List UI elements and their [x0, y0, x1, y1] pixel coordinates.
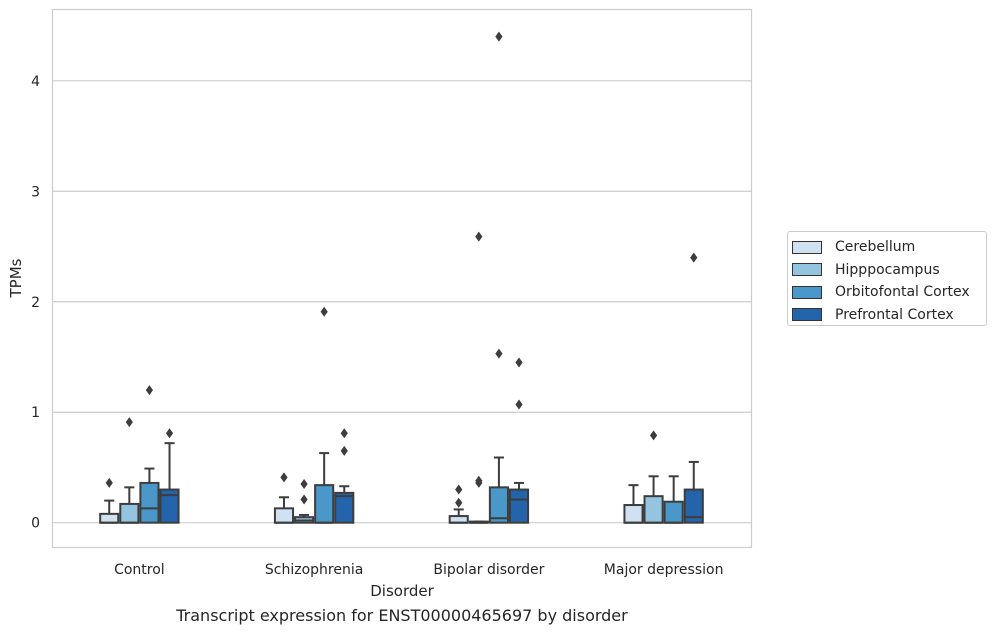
legend-label: Orbitofontal Cortex [835, 284, 970, 301]
box-body [683, 488, 704, 524]
box-body [119, 502, 140, 524]
box-0-2 [448, 484, 469, 524]
outlier-point [165, 428, 174, 439]
box-body [508, 488, 530, 524]
box-body [623, 504, 644, 524]
outlier-point [455, 484, 463, 495]
box-2-1 [314, 306, 335, 524]
outlier-point [690, 252, 698, 263]
box-2-2 [488, 31, 509, 524]
legend-label: Hipppocampus [835, 261, 940, 278]
legend-item: Orbitofontal Cortex [792, 281, 986, 304]
gridlines [52, 80, 751, 524]
legend: Cerebellum Hipppocampus Orbitofontal Corte… [787, 231, 987, 326]
box-body [488, 486, 509, 524]
x-tick-label: Schizophrenia [265, 562, 363, 578]
outlier-point [515, 357, 523, 368]
box-1-1 [294, 479, 315, 524]
y-tick-label: 0 [31, 516, 40, 532]
outlier-point [300, 479, 308, 490]
y-tick-label: 2 [31, 295, 40, 311]
box-1-0 [119, 417, 140, 524]
outlier-point [340, 445, 348, 456]
y-axis-ticks: 0 1 2 3 4 [31, 74, 40, 532]
box-3-1 [334, 428, 355, 524]
box-body [273, 507, 295, 524]
legend-swatch [792, 263, 822, 277]
box-2-3 [663, 475, 684, 524]
box-body [139, 481, 160, 524]
outlier-point [320, 306, 328, 317]
x-axis-label: Disorder [370, 582, 434, 600]
x-tick-label: Bipolar disorder [433, 562, 544, 578]
outlier-point [649, 430, 658, 441]
box-0-0 [99, 477, 120, 524]
legend-swatch [792, 285, 822, 299]
box-1-2 [468, 231, 489, 524]
x-axis-ticks: Control Schizophrenia Bipolar disorder Majo… [114, 562, 723, 578]
legend-item: Cerebellum [792, 236, 986, 259]
y-axis-label: TPMs [7, 258, 25, 298]
legend-swatch [792, 240, 822, 254]
outlier-point [300, 494, 308, 505]
box-body [99, 512, 120, 524]
legend-item: Prefrontal Cortex [792, 304, 986, 327]
y-tick-label: 3 [31, 184, 40, 200]
box-0-1 [273, 472, 295, 524]
legend-item: Hipppocampus [792, 259, 986, 282]
x-tick-label: Major depression [604, 562, 724, 578]
outlier-point [475, 475, 483, 486]
box-plot-marks [99, 31, 704, 524]
outlier-point [515, 399, 523, 410]
outlier-point [455, 497, 463, 508]
box-2-0 [139, 385, 160, 524]
box-body [314, 484, 335, 524]
outlier-point [125, 417, 133, 428]
outlier-point [280, 472, 288, 483]
box-3-2 [508, 357, 530, 524]
outlier-point [495, 31, 503, 42]
box-body [663, 500, 684, 524]
outlier-point [105, 477, 113, 488]
legend-label: Cerebellum [835, 239, 916, 256]
outlier-point [495, 348, 503, 359]
legend-label: Prefrontal Cortex [835, 306, 954, 323]
y-tick-label: 1 [31, 405, 40, 421]
box-0-3 [623, 484, 644, 524]
outlier-point [340, 428, 348, 439]
box-3-0 [159, 428, 180, 524]
x-tick-label: Control [114, 562, 165, 578]
legend-swatch [792, 308, 822, 322]
outlier-point [475, 231, 483, 242]
outlier-point [145, 385, 154, 396]
box-1-3 [643, 430, 664, 524]
plot-frame [51, 8, 753, 549]
box-3-3 [683, 252, 704, 524]
box-body [334, 491, 355, 524]
figure-caption: Transcript expression for ENST0000046569… [176, 606, 628, 625]
y-tick-label: 4 [31, 74, 40, 90]
box-body [159, 488, 180, 524]
box-body [643, 495, 664, 524]
